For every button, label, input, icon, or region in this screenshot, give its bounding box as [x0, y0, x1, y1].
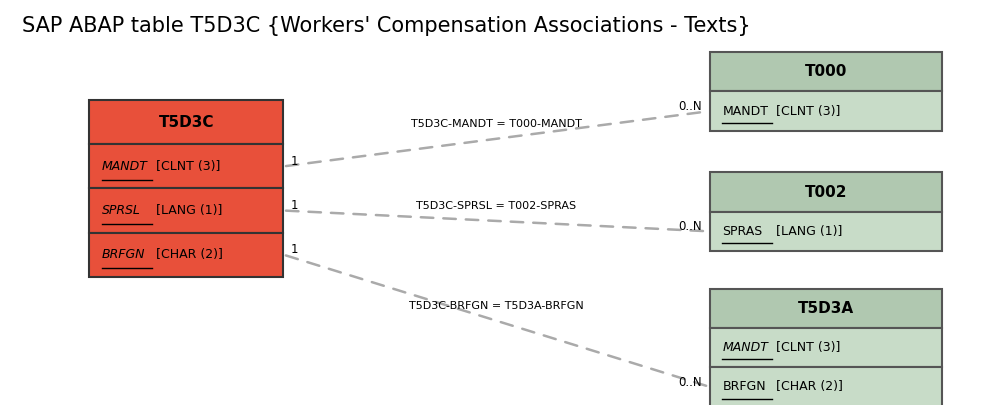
FancyBboxPatch shape [89, 233, 283, 276]
Text: T5D3A: T5D3A [798, 301, 854, 316]
Text: MANDT: MANDT [722, 105, 768, 118]
FancyBboxPatch shape [89, 100, 283, 144]
FancyBboxPatch shape [710, 52, 943, 92]
Text: MANDT: MANDT [102, 160, 147, 173]
Text: BRFGN: BRFGN [102, 248, 145, 261]
FancyBboxPatch shape [710, 173, 943, 212]
Text: [CLNT (3)]: [CLNT (3)] [152, 160, 221, 173]
Text: SPRAS: SPRAS [722, 225, 763, 238]
Text: 1: 1 [291, 199, 299, 212]
Text: [LANG (1)]: [LANG (1)] [152, 204, 223, 217]
FancyBboxPatch shape [89, 189, 283, 233]
FancyBboxPatch shape [710, 367, 943, 407]
FancyBboxPatch shape [710, 407, 943, 409]
Text: T5D3C: T5D3C [158, 115, 214, 130]
FancyBboxPatch shape [710, 212, 943, 251]
Text: T000: T000 [805, 64, 848, 79]
Text: T5D3C-SPRSL = T002-SPRAS: T5D3C-SPRSL = T002-SPRAS [416, 201, 577, 211]
FancyBboxPatch shape [710, 92, 943, 131]
Text: SAP ABAP table T5D3C {Workers' Compensation Associations - Texts}: SAP ABAP table T5D3C {Workers' Compensat… [23, 16, 751, 36]
Text: T5D3C-BRFGN = T5D3A-BRFGN: T5D3C-BRFGN = T5D3A-BRFGN [409, 301, 584, 311]
FancyBboxPatch shape [89, 144, 283, 189]
Text: 0..N: 0..N [678, 100, 702, 113]
FancyBboxPatch shape [710, 328, 943, 367]
Text: 0..N: 0..N [678, 375, 702, 389]
Text: 1: 1 [291, 243, 299, 256]
Text: [CHAR (2)]: [CHAR (2)] [772, 380, 844, 393]
Text: BRFGN: BRFGN [722, 380, 765, 393]
Text: [LANG (1)]: [LANG (1)] [772, 225, 843, 238]
Text: [CHAR (2)]: [CHAR (2)] [152, 248, 223, 261]
Text: SPRSL: SPRSL [102, 204, 140, 217]
Text: 0..N: 0..N [678, 220, 702, 233]
Text: 1: 1 [291, 155, 299, 168]
Text: T002: T002 [805, 184, 848, 200]
Text: [CLNT (3)]: [CLNT (3)] [772, 341, 841, 354]
Text: [CLNT (3)]: [CLNT (3)] [772, 105, 841, 118]
FancyBboxPatch shape [710, 289, 943, 328]
Text: T5D3C-MANDT = T000-MANDT: T5D3C-MANDT = T000-MANDT [411, 119, 582, 129]
Text: MANDT: MANDT [722, 341, 768, 354]
